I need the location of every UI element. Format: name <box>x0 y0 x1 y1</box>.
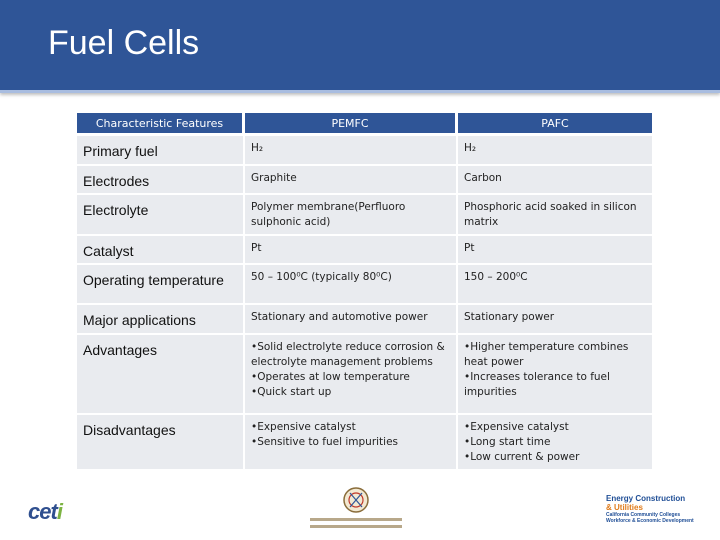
pafc-cell: Phosphoric acid soaked in silicon matrix <box>458 195 652 236</box>
feature-cell: Disadvantages <box>77 415 245 471</box>
energy-logo-line3: California Community Colleges <box>606 512 681 518</box>
feature-cell: Primary fuel <box>77 136 245 166</box>
pemfc-cell-line: Stationary and automotive power <box>251 311 428 323</box>
pemfc-cell: •Expensive catalyst •Sensitive to fuel im… <box>245 415 458 471</box>
table-row: Electrodes Graphite Carbon <box>77 166 652 195</box>
energy-logo-line1: Energy Construction <box>606 494 686 503</box>
title-bar: Fuel Cells <box>0 0 720 93</box>
pemfc-cell: Stationary and automotive power <box>245 305 458 335</box>
pafc-cell: Stationary power <box>458 305 652 335</box>
pafc-cell-line: •Higher temperature combines heat power <box>464 341 629 368</box>
pemfc-cell-line: Polymer membrane(Perfluoro sulphonic aci… <box>251 201 406 228</box>
feature-cell: Catalyst <box>77 236 245 265</box>
slide-title: Fuel Cells <box>48 24 200 62</box>
pemfc-cell-line: •Operates at low temperature <box>251 371 410 383</box>
ceti-logo: ceti <box>26 497 84 535</box>
pemfc-cell: Pt <box>245 236 458 265</box>
pemfc-cell-line: •Sensitive to fuel impurities <box>251 436 399 448</box>
table-row: Major applications Stationary and automot… <box>77 305 652 335</box>
pafc-cell: •Expensive catalyst •Long start time •Low … <box>458 415 652 471</box>
pemfc-cell-line: H₂ <box>251 142 264 154</box>
pemfc-cell-line: Graphite <box>251 172 297 184</box>
fuel-cell-comparison-table: Characteristic Features PEMFC PAFC Prima… <box>77 113 652 471</box>
pemfc-cell: Polymer membrane(Perfluoro sulphonic aci… <box>245 195 458 236</box>
header-pemfc: PEMFC <box>245 113 458 136</box>
table-header-row: Characteristic Features PEMFC PAFC <box>77 113 652 136</box>
pemfc-cell-line: •Expensive catalyst <box>251 421 356 433</box>
pafc-cell: H₂ <box>458 136 652 166</box>
pafc-cell: 150 – 200⁰C <box>458 265 652 305</box>
pafc-cell-line: •Low current & power <box>464 451 580 463</box>
feature-cell: Electrolyte <box>77 195 245 236</box>
pemfc-cell-line: •Solid electrolyte reduce corrosion & el… <box>251 341 445 368</box>
seal-logo <box>306 485 406 535</box>
table-row: Electrolyte Polymer membrane(Perfluoro su… <box>77 195 652 236</box>
table-row: Operating temperature 50 – 100⁰C (typical… <box>77 265 652 305</box>
pafc-cell-line: H₂ <box>464 142 477 154</box>
pafc-cell-line: Pt <box>464 242 475 254</box>
pemfc-cell: Graphite <box>245 166 458 195</box>
table-row: Catalyst Pt Pt <box>77 236 652 265</box>
table-row: Disadvantages •Expensive catalyst •Sensiti… <box>77 415 652 471</box>
table-body: Primary fuel H₂ H₂ Electrodes Graphite Carbon… <box>77 136 652 471</box>
pemfc-cell-line: 50 – 100⁰C (typically 80⁰C) <box>251 271 392 283</box>
pafc-cell-line: •Expensive catalyst <box>464 421 569 433</box>
energy-construction-logo: Energy Construction & Utilities Californ… <box>606 494 711 534</box>
ceti-logo-text: ceti <box>28 499 63 524</box>
feature-cell: Major applications <box>77 305 245 335</box>
pafc-cell-line: Carbon <box>464 172 502 184</box>
pemfc-cell-line: •Quick start up <box>251 386 332 398</box>
pafc-cell-line: 150 – 200⁰C <box>464 271 528 283</box>
energy-logo-line4: Workforce & Economic Development <box>606 518 694 524</box>
pafc-cell-line: •Increases tolerance to fuel impurities <box>464 371 610 398</box>
pafc-cell: Carbon <box>458 166 652 195</box>
pafc-cell-line: Phosphoric acid soaked in silicon matrix <box>464 201 637 228</box>
energy-logo-line2: & Utilities <box>606 503 643 512</box>
pafc-cell: •Higher temperature combines heat power •… <box>458 335 652 415</box>
pafc-cell: Pt <box>458 236 652 265</box>
feature-cell: Electrodes <box>77 166 245 195</box>
pemfc-cell-line: Pt <box>251 242 262 254</box>
pemfc-cell: 50 – 100⁰C (typically 80⁰C) <box>245 265 458 305</box>
pafc-cell-line: •Long start time <box>464 436 551 448</box>
header-pafc: PAFC <box>458 113 652 136</box>
feature-cell: Advantages <box>77 335 245 415</box>
table-row: Advantages •Solid electrolyte reduce corr… <box>77 335 652 415</box>
table-row: Primary fuel H₂ H₂ <box>77 136 652 166</box>
pemfc-cell: •Solid electrolyte reduce corrosion & el… <box>245 335 458 415</box>
header-characteristic-features: Characteristic Features <box>77 113 245 136</box>
pemfc-cell: H₂ <box>245 136 458 166</box>
feature-cell: Operating temperature <box>77 265 245 305</box>
pafc-cell-line: Stationary power <box>464 311 555 323</box>
